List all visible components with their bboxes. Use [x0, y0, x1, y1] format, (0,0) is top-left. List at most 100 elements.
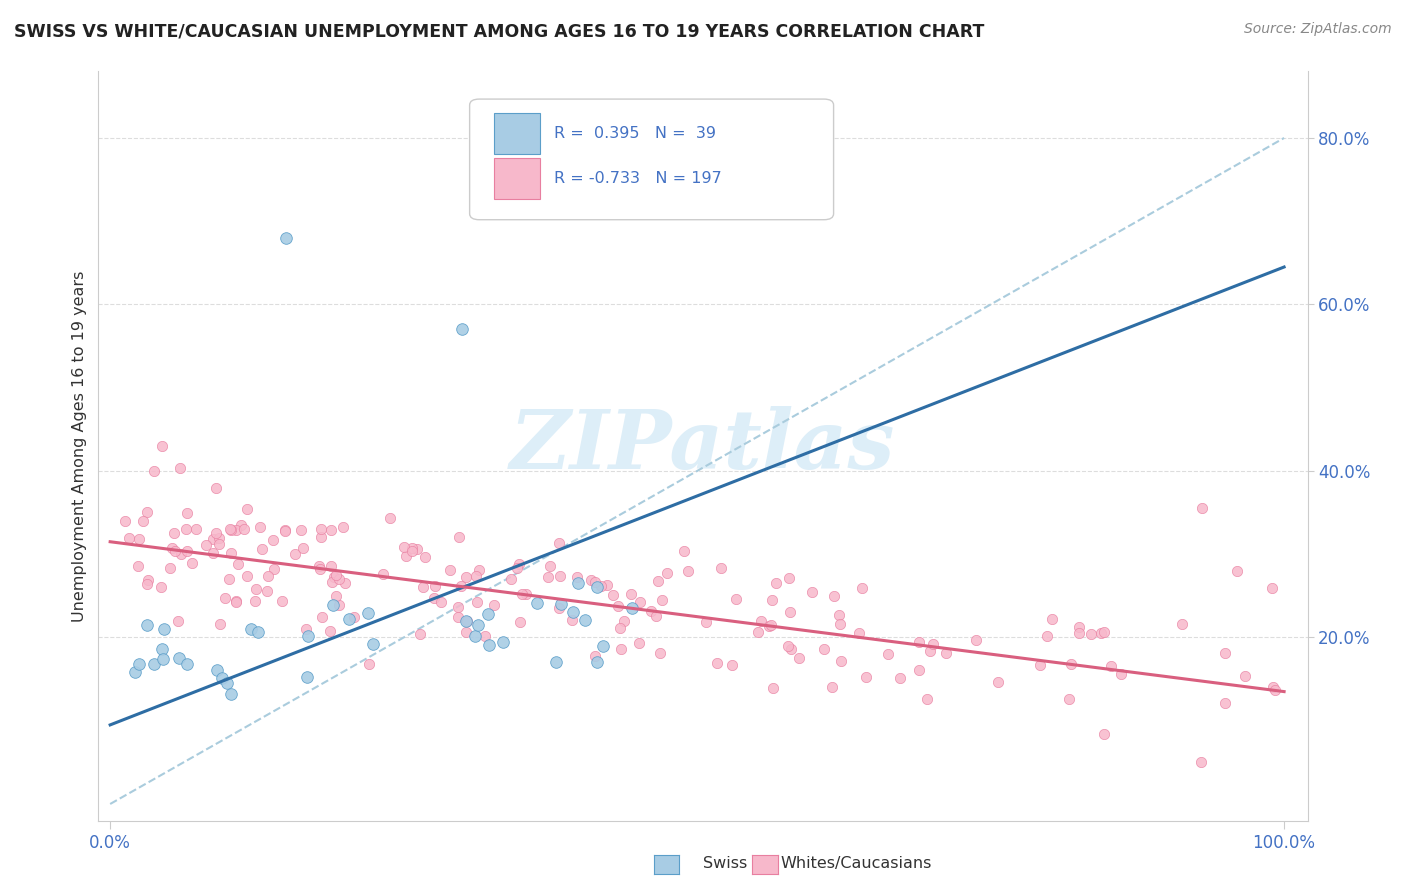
Point: [202, 546, 225, 560]
Point: [401, 541, 423, 555]
Point: [1263, 680, 1285, 694]
Point: [676, 564, 699, 578]
Point: [465, 569, 488, 583]
Point: [311, 610, 333, 624]
Point: [215, 676, 238, 690]
Point: [208, 617, 231, 632]
Point: [779, 571, 801, 585]
Point: [321, 574, 343, 589]
Point: [935, 646, 957, 660]
Point: [467, 594, 489, 608]
Point: [640, 604, 662, 618]
Point: [273, 524, 295, 538]
Point: [135, 618, 157, 632]
Point: [225, 594, 247, 608]
Point: [987, 675, 1010, 690]
Point: [333, 575, 356, 590]
Point: [508, 557, 530, 571]
Point: [128, 532, 150, 546]
Point: [1191, 501, 1213, 516]
Point: [226, 558, 249, 572]
Point: [262, 533, 284, 547]
Point: [167, 614, 190, 628]
Point: [720, 658, 742, 673]
Point: [413, 550, 436, 565]
Point: [508, 615, 530, 630]
Point: [406, 542, 429, 557]
Point: [451, 322, 474, 336]
Point: [163, 544, 186, 558]
Point: [337, 612, 360, 626]
Point: [208, 532, 231, 546]
Point: [607, 599, 630, 613]
Point: [221, 523, 243, 537]
Point: [274, 523, 297, 537]
Point: [921, 637, 943, 651]
Point: [789, 651, 811, 665]
Point: [467, 563, 489, 577]
Point: [169, 461, 191, 475]
Point: [586, 580, 609, 594]
Point: [454, 614, 477, 628]
Point: [150, 439, 173, 453]
Point: [229, 518, 252, 533]
Point: [609, 621, 631, 635]
Point: [759, 617, 782, 632]
Point: [174, 522, 197, 536]
Point: [169, 651, 191, 665]
Point: [823, 589, 845, 603]
Point: [647, 574, 669, 588]
Point: [830, 654, 852, 668]
Point: [620, 586, 643, 600]
Point: [1226, 564, 1249, 578]
Point: [515, 587, 537, 601]
Point: [136, 573, 159, 587]
Point: [423, 579, 446, 593]
Point: [211, 671, 233, 685]
Point: [610, 641, 633, 656]
Point: [256, 584, 278, 599]
Point: [357, 657, 380, 671]
Point: [915, 692, 938, 706]
Point: [538, 558, 561, 573]
Point: [169, 547, 191, 561]
Point: [567, 576, 589, 591]
Text: R = -0.733   N = 197: R = -0.733 N = 197: [554, 171, 723, 186]
Point: [153, 622, 176, 636]
Point: [322, 599, 344, 613]
Point: [323, 570, 346, 584]
Point: [1099, 659, 1122, 673]
Point: [319, 523, 342, 537]
Point: [1261, 581, 1284, 595]
Point: [855, 670, 877, 684]
Point: [412, 580, 434, 594]
Point: [492, 635, 515, 649]
Point: [526, 596, 548, 610]
Point: [851, 581, 873, 595]
Point: [150, 580, 173, 594]
Point: [218, 572, 240, 586]
Point: [602, 587, 624, 601]
Point: [142, 464, 165, 478]
Point: [613, 614, 636, 628]
Point: [776, 639, 799, 653]
Point: [308, 558, 330, 573]
Point: [1213, 646, 1236, 660]
Point: [1092, 726, 1115, 740]
Point: [657, 566, 679, 580]
Point: [561, 613, 583, 627]
Point: [225, 593, 247, 607]
Point: [308, 561, 330, 575]
Point: [219, 545, 242, 559]
Point: [747, 625, 769, 640]
Point: [877, 647, 900, 661]
Point: [236, 501, 259, 516]
Point: [249, 520, 271, 534]
Point: [1040, 612, 1063, 626]
Point: [889, 671, 911, 685]
Point: [297, 629, 319, 643]
Point: [1092, 624, 1115, 639]
Text: R =  0.395   N =  39: R = 0.395 N = 39: [554, 126, 716, 141]
Point: [586, 656, 609, 670]
Point: [579, 573, 602, 587]
